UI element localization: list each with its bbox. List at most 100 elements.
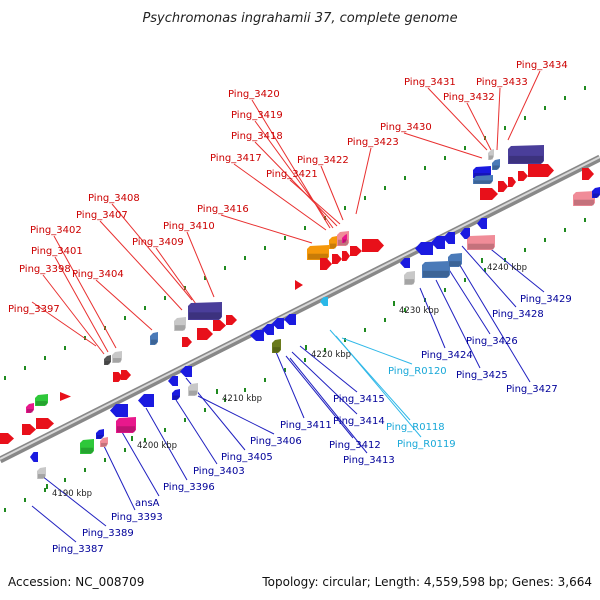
gene-block-shade (101, 442, 107, 447)
reverse-gene (400, 258, 410, 268)
lower-track-dot (484, 268, 486, 272)
reverse-gene (443, 232, 455, 244)
gene-block (100, 437, 108, 447)
upper-track-dot (384, 186, 386, 190)
gene-block (329, 236, 337, 249)
gene-block (172, 389, 180, 400)
leader-line (427, 87, 488, 151)
reverse-gene (477, 218, 487, 229)
gene-block (272, 339, 281, 353)
gene-label: Ping_3432 (443, 92, 495, 103)
gene-block-shade (173, 395, 179, 400)
leader-line (341, 337, 413, 365)
kbp-label: 4200 kbp (137, 441, 177, 451)
gene-label: Ping_3413 (343, 455, 395, 466)
forward-gene (113, 372, 123, 382)
gene-label: Ping_3415 (333, 394, 385, 405)
gene-block (96, 429, 104, 439)
gene-block (174, 317, 186, 331)
upper-track-dot (204, 276, 206, 280)
reverse-gene (262, 324, 274, 335)
gene-label: Ping_3429 (520, 294, 572, 305)
leader-line (155, 247, 197, 305)
upper-track-dot (524, 116, 526, 120)
gene-block (104, 355, 111, 365)
forward-gene (350, 246, 362, 256)
gene-block (448, 253, 462, 267)
gene-block-shade (574, 199, 594, 206)
upper-track-dot (284, 236, 286, 240)
lower-track-dot (24, 498, 26, 502)
forward-gene (213, 320, 226, 331)
leader-line (419, 287, 446, 349)
leader-line (403, 132, 483, 159)
gene-block-shade (509, 155, 543, 164)
gene-label: Ping_3409 (132, 237, 184, 248)
leader-line (103, 445, 136, 511)
upper-track-dot (64, 346, 66, 350)
lower-track-dot (144, 438, 146, 442)
leader-line (95, 279, 153, 331)
gene-label: Ping_3421 (266, 169, 318, 180)
upper-track-dot (404, 176, 406, 180)
upper-track-dot (24, 366, 26, 370)
gene-block (467, 235, 495, 250)
gene-block-shade (423, 270, 449, 278)
upper-track-dot (144, 306, 146, 310)
gene-block (404, 271, 415, 285)
leader-line (111, 203, 193, 301)
gene-block-shade (493, 165, 499, 170)
gene-block-shade (27, 408, 33, 413)
forward-gene (0, 433, 14, 444)
gene-block-shade (308, 253, 328, 260)
gene-label: Ping_3401 (31, 246, 83, 257)
reverse-gene (138, 394, 154, 407)
gene-label: Ping_3416 (197, 204, 249, 215)
gene-label: Ping_3398 (19, 264, 71, 275)
upper-track-dot (164, 296, 166, 300)
gene-label: Ping_3407 (76, 210, 128, 221)
leader-line (289, 357, 368, 454)
gene-label: Ping_3417 (210, 153, 262, 164)
gene-block-shade (189, 390, 197, 396)
gene-block (116, 417, 136, 433)
gene-label: Ping_3425 (456, 370, 508, 381)
leader-line (145, 407, 188, 481)
map-title: Psychromonas ingrahamii 37, complete gen… (142, 11, 457, 26)
lower-track-dot (324, 348, 326, 352)
reverse-gene (250, 330, 264, 341)
kbp-label: 4210 kbp (222, 394, 262, 404)
upper-track-dot (584, 86, 586, 90)
gene-label: Ping_3418 (231, 131, 283, 142)
forward-gene (182, 337, 192, 347)
upper-track-dot (244, 256, 246, 260)
gene-block (188, 302, 222, 320)
lower-track-dot (244, 388, 246, 392)
gene-label: Ping_3412 (329, 440, 381, 451)
lower-track-dot (304, 358, 306, 362)
reverse-gene (460, 228, 470, 239)
gene-block-shade (343, 239, 346, 243)
gene-block (26, 403, 34, 413)
backbone-highlight (0, 156, 600, 460)
gene-block (150, 332, 158, 345)
leader-line (54, 256, 109, 353)
leader-line (197, 395, 275, 435)
gene-label: ansA (135, 498, 160, 509)
gene-block (473, 166, 491, 178)
gene-label: Ping_3410 (163, 221, 215, 232)
upper-track-dot (324, 216, 326, 220)
gene-label: Ping_3396 (163, 482, 215, 493)
kbp-tick-mark (305, 345, 307, 350)
reverse-gene (415, 242, 433, 255)
kbp-tick-mark (216, 389, 218, 394)
leader-line (99, 220, 183, 311)
leader-line (320, 165, 344, 221)
gene-label: Ping_3404 (72, 269, 124, 280)
leader-line (233, 163, 327, 231)
gene-block-shade (117, 426, 135, 433)
lower-track-dot (4, 508, 6, 512)
gene-block (592, 187, 600, 198)
